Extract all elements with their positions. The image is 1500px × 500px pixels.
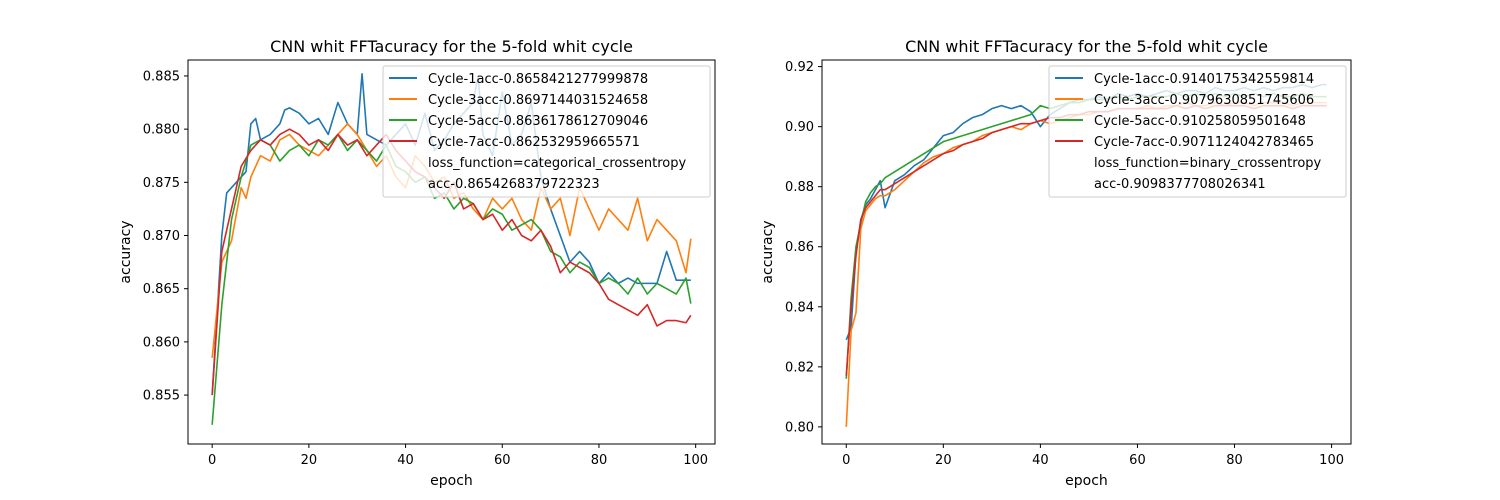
y-tick-label: 0.875 bbox=[143, 176, 180, 191]
legend-label: Cycle-7acc-0.9071124042783465 bbox=[1094, 135, 1314, 150]
legend-entry: Cycle-3acc-0.9079630851745606 bbox=[1055, 93, 1314, 108]
legend-entry: Cycle-7acc-0.9071124042783465 bbox=[1055, 135, 1314, 150]
legend-label: Cycle-1acc-0.9140175342559814 bbox=[1094, 72, 1314, 87]
legend-entry: Cycle-5acc-0.910258059501648 bbox=[1055, 114, 1306, 129]
left-chart-title: CNN whit FFTacuracy for the 5-fold whit … bbox=[270, 37, 633, 56]
legend-entry: Cycle-5acc-0.8636178612709046 bbox=[389, 114, 648, 129]
y-tick-label: 0.86 bbox=[785, 240, 814, 255]
y-tick-label: 0.82 bbox=[785, 360, 814, 375]
x-tick-label: 0 bbox=[842, 453, 850, 468]
left-chart-panel: CNN whit FFTacuracy for the 5-fold whit … bbox=[118, 37, 716, 489]
y-tick-label: 0.80 bbox=[785, 420, 814, 435]
right-x-axis-label: epoch bbox=[1065, 473, 1108, 489]
series-line-3 bbox=[211, 133, 692, 425]
legend-entry: Cycle-1acc-0.9140175342559814 bbox=[1055, 72, 1314, 87]
right-legend-box bbox=[1048, 65, 1347, 198]
x-tick-label: 60 bbox=[1129, 453, 1146, 468]
x-tick-label: 80 bbox=[1226, 453, 1243, 468]
left-x-axis-ticks: 0 20 40 60 80 100 bbox=[208, 444, 708, 468]
right-x-axis-ticks: 0 20 40 60 80 100 bbox=[842, 444, 1344, 468]
x-tick-label: 100 bbox=[683, 453, 708, 468]
legend-loss-function: loss_function=binary_crossentropy bbox=[1094, 156, 1322, 171]
y-tick-label: 0.84 bbox=[785, 300, 814, 315]
legend-label: Cycle-3acc-0.8697144031524658 bbox=[428, 93, 648, 108]
x-tick-label: 20 bbox=[935, 453, 952, 468]
y-tick-label: 0.88 bbox=[785, 180, 814, 195]
legend-entry: Cycle-1acc-0.8658421277999878 bbox=[389, 72, 648, 87]
legend-label: Cycle-1acc-0.8658421277999878 bbox=[428, 72, 648, 87]
legend-loss-function: loss_function=categorical_crossentropy bbox=[428, 156, 687, 171]
legend-label: Cycle-3acc-0.9079630851745606 bbox=[1094, 93, 1314, 108]
legend-entry: Cycle-3acc-0.8697144031524658 bbox=[389, 93, 648, 108]
x-tick-label: 40 bbox=[1032, 453, 1049, 468]
y-tick-label: 0.880 bbox=[143, 123, 180, 138]
left-legend: Cycle-1acc-0.8658421277999878 Cycle-3acc… bbox=[382, 65, 711, 198]
x-tick-label: 0 bbox=[208, 453, 216, 468]
x-tick-label: 60 bbox=[494, 453, 511, 468]
right-plot-frame bbox=[821, 59, 1352, 445]
x-tick-label: 100 bbox=[1319, 453, 1344, 468]
y-tick-label: 0.92 bbox=[785, 60, 814, 75]
right-y-axis-label: accuracy bbox=[760, 220, 776, 283]
legend-label: Cycle-5acc-0.910258059501648 bbox=[1094, 114, 1306, 129]
legend-entry: Cycle-7acc-0.862532959665571 bbox=[389, 135, 640, 150]
y-tick-label: 0.860 bbox=[143, 335, 180, 350]
legend-acc-average: acc-0.8654268379722323 bbox=[428, 177, 600, 192]
y-tick-label: 0.855 bbox=[143, 389, 180, 404]
right-y-axis-ticks: 0.80 0.82 0.84 0.86 0.88 0.90 0.92 bbox=[785, 60, 822, 435]
y-tick-label: 0.870 bbox=[143, 229, 180, 244]
right-legend: Cycle-1acc-0.9140175342559814 Cycle-3acc… bbox=[1048, 65, 1347, 198]
left-y-axis-label: accuracy bbox=[118, 220, 134, 283]
right-chart-panel: CNN whit FFTacuracy for the 5-fold whit … bbox=[760, 37, 1352, 489]
left-y-axis-ticks: 0.855 0.860 0.865 0.870 0.875 0.880 0.885 bbox=[143, 69, 188, 404]
x-tick-label: 20 bbox=[301, 453, 318, 468]
right-chart-title: CNN whit FFTacuracy for the 5-fold whit … bbox=[905, 37, 1268, 56]
x-tick-label: 80 bbox=[591, 453, 608, 468]
legend-label: Cycle-5acc-0.8636178612709046 bbox=[428, 114, 648, 129]
y-tick-label: 0.885 bbox=[143, 69, 180, 84]
left-x-axis-label: epoch bbox=[430, 473, 473, 489]
left-legend-box bbox=[382, 65, 711, 198]
y-tick-label: 0.865 bbox=[143, 282, 180, 297]
y-tick-label: 0.90 bbox=[785, 120, 814, 135]
legend-acc-average: acc-0.9098377708026341 bbox=[1094, 177, 1266, 192]
left-plot-frame bbox=[187, 59, 716, 445]
legend-label: Cycle-7acc-0.862532959665571 bbox=[428, 135, 640, 150]
x-tick-label: 40 bbox=[397, 453, 414, 468]
